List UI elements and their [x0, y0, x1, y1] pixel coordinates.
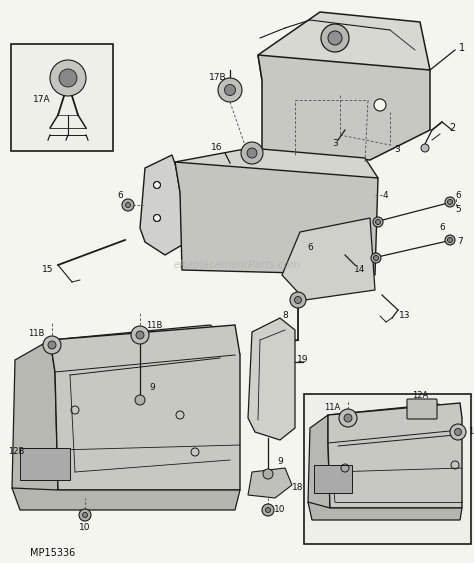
Polygon shape [50, 325, 240, 372]
Circle shape [79, 509, 91, 521]
Text: 1: 1 [459, 43, 465, 53]
Text: 5: 5 [455, 205, 461, 215]
Text: 3: 3 [332, 138, 338, 148]
Circle shape [328, 31, 342, 45]
Circle shape [371, 253, 381, 263]
Text: 11B: 11B [28, 328, 44, 337]
Circle shape [82, 512, 88, 517]
Circle shape [48, 341, 56, 349]
Circle shape [447, 238, 453, 243]
Polygon shape [12, 488, 240, 510]
Circle shape [131, 326, 149, 344]
Text: 11A: 11A [324, 404, 340, 413]
Text: 6: 6 [439, 224, 445, 233]
Polygon shape [248, 318, 295, 440]
Text: 17A: 17A [33, 96, 51, 105]
Circle shape [50, 60, 86, 96]
Polygon shape [308, 502, 462, 520]
Circle shape [290, 292, 306, 308]
Text: 17B: 17B [209, 73, 227, 82]
Text: 11A: 11A [468, 427, 474, 436]
Circle shape [126, 203, 130, 208]
Circle shape [294, 297, 301, 303]
Text: 16: 16 [211, 144, 223, 153]
Text: 7: 7 [457, 238, 463, 247]
Circle shape [136, 331, 144, 339]
Polygon shape [140, 155, 182, 255]
Text: 19: 19 [297, 355, 309, 364]
Circle shape [374, 99, 386, 111]
Text: eReplacementParts.com: eReplacementParts.com [173, 260, 301, 270]
Text: 12B: 12B [8, 448, 24, 457]
Circle shape [263, 469, 273, 479]
Circle shape [447, 199, 453, 204]
Circle shape [225, 84, 236, 96]
Circle shape [373, 217, 383, 227]
Text: 8: 8 [282, 311, 288, 319]
Text: 18: 18 [292, 484, 304, 493]
Text: 10: 10 [274, 506, 286, 515]
Polygon shape [50, 325, 240, 490]
Circle shape [421, 144, 429, 152]
Text: 4: 4 [382, 190, 388, 199]
Circle shape [344, 414, 352, 422]
Circle shape [135, 395, 145, 405]
Text: 6: 6 [455, 191, 461, 200]
Circle shape [445, 235, 455, 245]
FancyBboxPatch shape [304, 394, 471, 544]
Circle shape [450, 424, 466, 440]
Polygon shape [258, 55, 430, 160]
Bar [20, 448, 70, 480]
Text: 11B: 11B [146, 320, 162, 329]
Text: 15: 15 [42, 266, 54, 275]
Polygon shape [328, 403, 462, 508]
Circle shape [154, 215, 161, 221]
Text: 13: 13 [399, 311, 411, 319]
Polygon shape [175, 148, 378, 192]
Circle shape [262, 504, 274, 516]
Polygon shape [308, 415, 330, 514]
Text: 14: 14 [354, 266, 365, 275]
Circle shape [241, 142, 263, 164]
Polygon shape [328, 404, 460, 443]
Polygon shape [248, 468, 292, 498]
FancyBboxPatch shape [407, 399, 437, 419]
Circle shape [339, 409, 357, 427]
Text: 9: 9 [277, 458, 283, 467]
Bar [314, 465, 352, 493]
Text: 9: 9 [149, 383, 155, 392]
Circle shape [374, 256, 379, 261]
Polygon shape [258, 12, 430, 90]
Circle shape [375, 220, 381, 225]
Circle shape [455, 428, 462, 436]
Circle shape [122, 199, 134, 211]
FancyBboxPatch shape [11, 44, 113, 151]
Circle shape [321, 24, 349, 52]
Circle shape [43, 336, 61, 354]
Text: 3: 3 [394, 145, 400, 154]
Text: 6: 6 [307, 244, 313, 252]
Circle shape [247, 148, 257, 158]
Circle shape [59, 69, 77, 87]
Polygon shape [282, 218, 375, 300]
Circle shape [218, 78, 242, 102]
Text: 12A: 12A [412, 391, 428, 400]
Text: MP15336: MP15336 [30, 548, 75, 558]
Circle shape [445, 197, 455, 207]
Text: 6: 6 [117, 190, 123, 199]
Polygon shape [12, 340, 58, 500]
Text: 10: 10 [79, 522, 91, 531]
Circle shape [154, 181, 161, 189]
Text: 2: 2 [449, 123, 455, 133]
Polygon shape [175, 162, 378, 275]
Circle shape [265, 507, 271, 512]
